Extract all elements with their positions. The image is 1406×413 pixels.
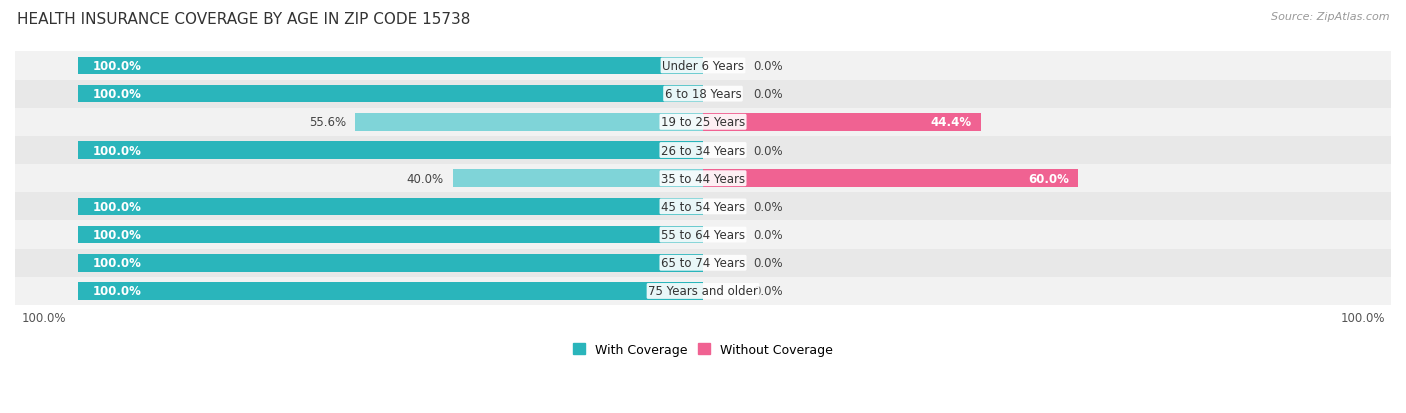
Bar	[77, 142, 703, 159]
Bar	[703, 114, 981, 131]
Text: 44.4%: 44.4%	[931, 116, 972, 129]
Bar	[15, 193, 1391, 221]
Text: 0.0%: 0.0%	[754, 228, 783, 242]
Bar	[77, 254, 703, 272]
Text: 100.0%: 100.0%	[21, 311, 66, 324]
Bar	[15, 277, 1391, 305]
Text: 100.0%: 100.0%	[93, 88, 142, 101]
Text: 0.0%: 0.0%	[754, 60, 783, 73]
Text: 100.0%: 100.0%	[93, 144, 142, 157]
Bar	[15, 81, 1391, 109]
Text: 40.0%: 40.0%	[406, 172, 443, 185]
Text: 100.0%: 100.0%	[93, 256, 142, 270]
Bar	[77, 198, 703, 216]
Text: 0.0%: 0.0%	[754, 256, 783, 270]
Text: 0.0%: 0.0%	[754, 285, 783, 298]
Bar	[15, 52, 1391, 81]
Text: Under 6 Years: Under 6 Years	[662, 60, 744, 73]
Bar	[15, 137, 1391, 165]
Text: 60.0%: 60.0%	[1028, 172, 1069, 185]
Text: 100.0%: 100.0%	[1340, 311, 1385, 324]
Text: HEALTH INSURANCE COVERAGE BY AGE IN ZIP CODE 15738: HEALTH INSURANCE COVERAGE BY AGE IN ZIP …	[17, 12, 470, 27]
Text: 0.0%: 0.0%	[754, 144, 783, 157]
Bar	[15, 165, 1391, 193]
Legend: With Coverage, Without Coverage: With Coverage, Without Coverage	[568, 338, 838, 361]
Bar	[703, 170, 1078, 188]
Bar	[453, 170, 703, 188]
Text: 100.0%: 100.0%	[93, 200, 142, 214]
Text: 45 to 54 Years: 45 to 54 Years	[661, 200, 745, 214]
Bar	[15, 109, 1391, 137]
Bar	[77, 226, 703, 244]
Bar	[15, 249, 1391, 277]
Text: 35 to 44 Years: 35 to 44 Years	[661, 172, 745, 185]
Text: 100.0%: 100.0%	[93, 60, 142, 73]
Text: Source: ZipAtlas.com: Source: ZipAtlas.com	[1271, 12, 1389, 22]
Bar	[77, 85, 703, 103]
Text: 19 to 25 Years: 19 to 25 Years	[661, 116, 745, 129]
Bar	[356, 114, 703, 131]
Bar	[77, 282, 703, 300]
Text: 55.6%: 55.6%	[309, 116, 346, 129]
Text: 0.0%: 0.0%	[754, 88, 783, 101]
Text: 100.0%: 100.0%	[93, 285, 142, 298]
Text: 65 to 74 Years: 65 to 74 Years	[661, 256, 745, 270]
Text: 6 to 18 Years: 6 to 18 Years	[665, 88, 741, 101]
Text: 100.0%: 100.0%	[93, 228, 142, 242]
Bar	[77, 57, 703, 75]
Text: 75 Years and older: 75 Years and older	[648, 285, 758, 298]
Text: 26 to 34 Years: 26 to 34 Years	[661, 144, 745, 157]
Text: 55 to 64 Years: 55 to 64 Years	[661, 228, 745, 242]
Text: 0.0%: 0.0%	[754, 200, 783, 214]
Bar	[15, 221, 1391, 249]
